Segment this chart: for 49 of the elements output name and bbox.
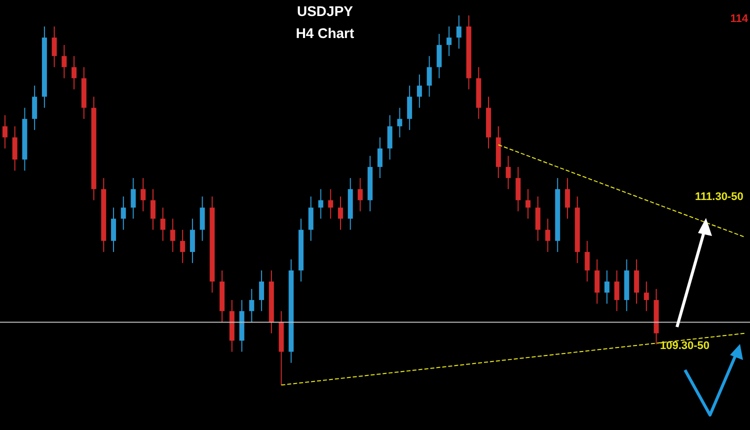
candlestick [308,196,314,242]
candlestick [564,178,570,220]
candlestick [12,126,18,172]
candlestick [160,207,166,242]
candlestick [594,258,600,304]
candlestick [111,207,116,252]
candlestick [377,136,382,179]
annotation: 114 [730,13,749,25]
candlestick [604,270,610,304]
candlestick [130,178,136,220]
annotation: 111.30-50 [695,191,744,203]
text: H4 Chart [296,25,355,41]
candlestick [140,178,146,212]
candlestick [52,26,57,68]
candlestick [426,56,432,98]
candlestick [387,114,392,160]
candlestick [545,218,550,252]
candlestick [259,270,264,312]
candlestick [516,166,521,212]
candlestick [338,196,343,230]
candlestick [170,218,176,252]
candlestick [397,107,402,138]
candlestick [407,85,412,130]
candlestick [249,288,254,323]
annotation: 109.30-50 [660,340,710,352]
candlestick [32,85,38,130]
candlestick [190,218,195,264]
candlestick [328,188,334,220]
candlestick [72,56,77,90]
candlestick [634,258,640,304]
candlestick [525,188,530,220]
candlestick [150,188,156,230]
candlestick [436,33,442,79]
candlestick [506,155,511,190]
candlestick [120,196,126,230]
candlestick [584,240,590,282]
candlestick [200,196,205,242]
candlestick [416,74,422,108]
candlestick [62,44,67,79]
candlestick [644,281,649,312]
candlestick [2,114,8,149]
candlestick [614,270,620,312]
candlestick [456,14,462,50]
candlestick [318,188,324,220]
candlestick [535,196,540,242]
candlestick [358,178,363,212]
chart-title: USDJPY [296,3,354,19]
candlestick [180,229,186,264]
candlestick [446,26,452,57]
